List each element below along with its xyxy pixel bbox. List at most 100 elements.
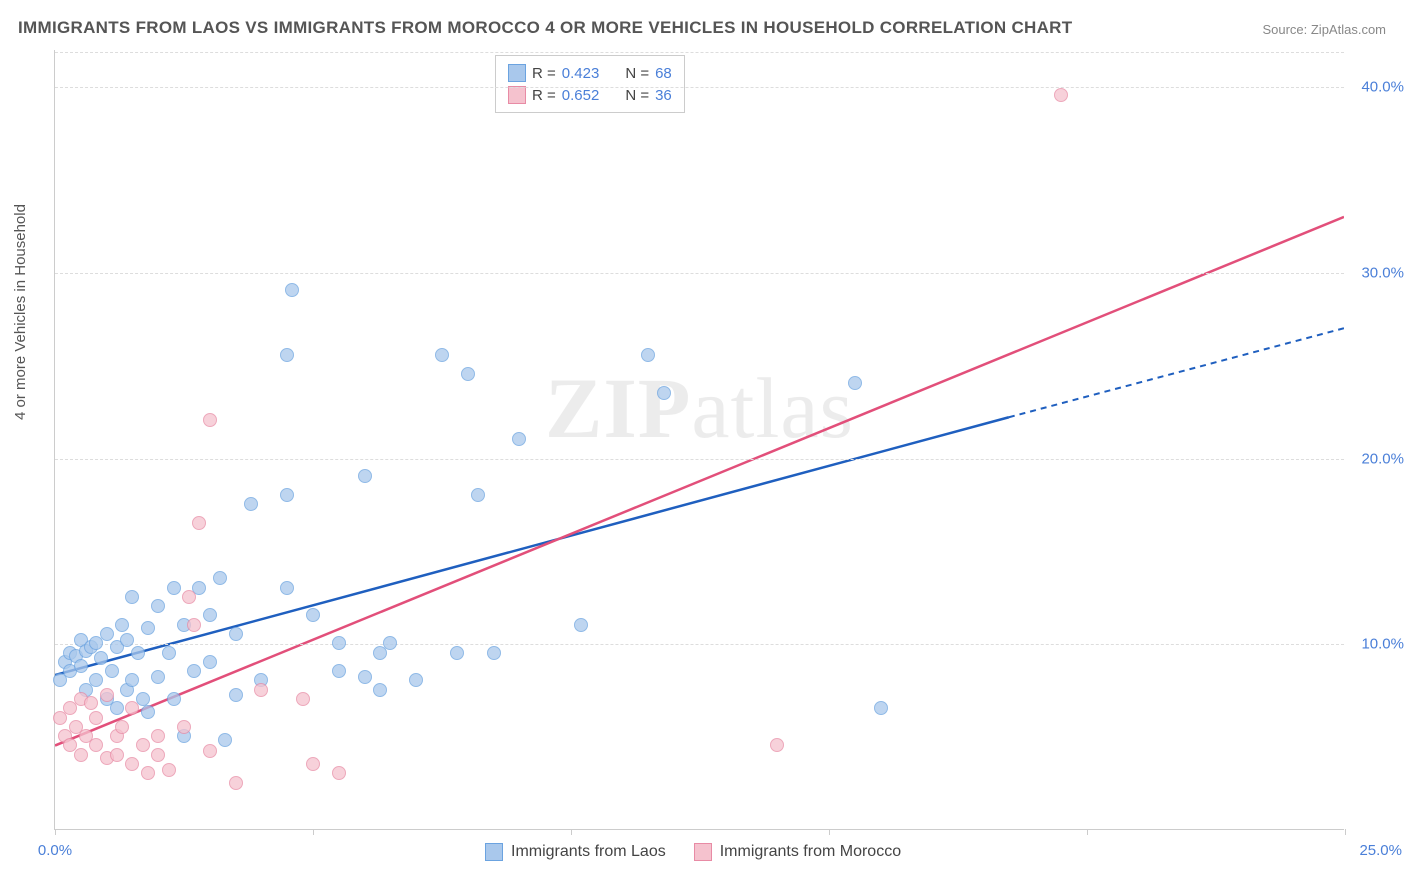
swatch-laos xyxy=(485,843,503,861)
gridline xyxy=(55,459,1344,460)
r-label: R = xyxy=(532,87,556,104)
data-point-morocco xyxy=(187,618,201,632)
legend-item-laos: Immigrants from Laos xyxy=(485,843,666,861)
data-point-laos xyxy=(848,376,862,390)
data-point-morocco xyxy=(136,738,150,752)
data-point-laos xyxy=(229,688,243,702)
data-point-laos xyxy=(213,571,227,585)
data-point-laos xyxy=(641,348,655,362)
data-point-laos xyxy=(125,590,139,604)
data-point-laos xyxy=(874,701,888,715)
data-point-morocco xyxy=(306,757,320,771)
data-point-laos xyxy=(89,673,103,687)
y-tick-label: 30.0% xyxy=(1361,264,1404,281)
x-tick xyxy=(313,829,314,835)
data-point-laos xyxy=(373,683,387,697)
data-point-laos xyxy=(125,673,139,687)
y-tick-label: 40.0% xyxy=(1361,79,1404,96)
data-point-laos xyxy=(162,646,176,660)
data-point-laos xyxy=(131,646,145,660)
data-point-laos xyxy=(280,348,294,362)
data-point-morocco xyxy=(177,720,191,734)
data-point-laos xyxy=(285,283,299,297)
x-tick xyxy=(829,829,830,835)
data-point-laos xyxy=(74,659,88,673)
data-point-laos xyxy=(151,599,165,613)
data-point-laos xyxy=(332,664,346,678)
swatch-morocco xyxy=(694,843,712,861)
x-tick xyxy=(571,829,572,835)
data-point-morocco xyxy=(254,683,268,697)
data-point-laos xyxy=(280,581,294,595)
swatch-morocco xyxy=(508,86,526,104)
x-tick-label: 25.0% xyxy=(1359,842,1402,859)
data-point-morocco xyxy=(332,766,346,780)
swatch-laos xyxy=(508,64,526,82)
data-point-morocco xyxy=(110,748,124,762)
gridline xyxy=(55,273,1344,274)
n-value: 68 xyxy=(655,65,672,82)
x-tick xyxy=(1087,829,1088,835)
x-tick-label: 0.0% xyxy=(38,842,72,859)
data-point-laos xyxy=(487,646,501,660)
data-point-morocco xyxy=(182,590,196,604)
data-point-laos xyxy=(471,488,485,502)
data-point-laos xyxy=(461,367,475,381)
data-point-laos xyxy=(167,692,181,706)
chart-area: ZIPatlas R =0.423N =68R =0.652N =36 Immi… xyxy=(54,50,1344,830)
data-point-laos xyxy=(435,348,449,362)
data-point-laos xyxy=(306,608,320,622)
data-point-laos xyxy=(332,636,346,650)
series-legend: Immigrants from Laos Immigrants from Moro… xyxy=(485,843,901,861)
data-point-morocco xyxy=(296,692,310,706)
data-point-morocco xyxy=(89,738,103,752)
data-point-laos xyxy=(105,664,119,678)
data-point-morocco xyxy=(770,738,784,752)
data-point-morocco xyxy=(151,748,165,762)
data-point-laos xyxy=(244,497,258,511)
data-point-laos xyxy=(115,618,129,632)
data-point-laos xyxy=(358,670,372,684)
data-point-morocco xyxy=(1054,88,1068,102)
n-label: N = xyxy=(625,87,649,104)
data-point-laos xyxy=(512,432,526,446)
legend-item-morocco: Immigrants from Morocco xyxy=(694,843,901,861)
data-point-laos xyxy=(218,733,232,747)
data-point-laos xyxy=(450,646,464,660)
data-point-laos xyxy=(574,618,588,632)
data-point-laos xyxy=(383,636,397,650)
data-point-morocco xyxy=(89,711,103,725)
n-value: 36 xyxy=(655,87,672,104)
data-point-morocco xyxy=(100,688,114,702)
data-point-laos xyxy=(203,655,217,669)
y-axis-label: 4 or more Vehicles in Household xyxy=(12,204,29,420)
series-name: Immigrants from Laos xyxy=(511,843,666,861)
data-point-laos xyxy=(110,701,124,715)
data-point-morocco xyxy=(192,516,206,530)
data-point-morocco xyxy=(151,729,165,743)
data-point-laos xyxy=(409,673,423,687)
data-point-laos xyxy=(280,488,294,502)
r-label: R = xyxy=(532,65,556,82)
data-point-laos xyxy=(229,627,243,641)
n-label: N = xyxy=(625,65,649,82)
source-text: Source: ZipAtlas.com xyxy=(1262,22,1386,37)
legend-row-laos: R = 0.423 N = 68 xyxy=(508,62,672,84)
data-point-morocco xyxy=(141,766,155,780)
gridline xyxy=(55,87,1344,88)
r-value: 0.423 xyxy=(562,65,600,82)
data-point-laos xyxy=(657,386,671,400)
chart-title: IMMIGRANTS FROM LAOS VS IMMIGRANTS FROM … xyxy=(18,18,1072,38)
data-point-laos xyxy=(120,633,134,647)
watermark: ZIPatlas xyxy=(545,358,854,458)
data-point-morocco xyxy=(162,763,176,777)
data-point-morocco xyxy=(203,744,217,758)
data-point-morocco xyxy=(125,701,139,715)
x-tick xyxy=(1345,829,1346,835)
r-value: 0.652 xyxy=(562,87,600,104)
data-point-laos xyxy=(358,469,372,483)
data-point-morocco xyxy=(203,413,217,427)
data-point-morocco xyxy=(74,748,88,762)
y-tick-label: 10.0% xyxy=(1361,636,1404,653)
data-point-laos xyxy=(151,670,165,684)
